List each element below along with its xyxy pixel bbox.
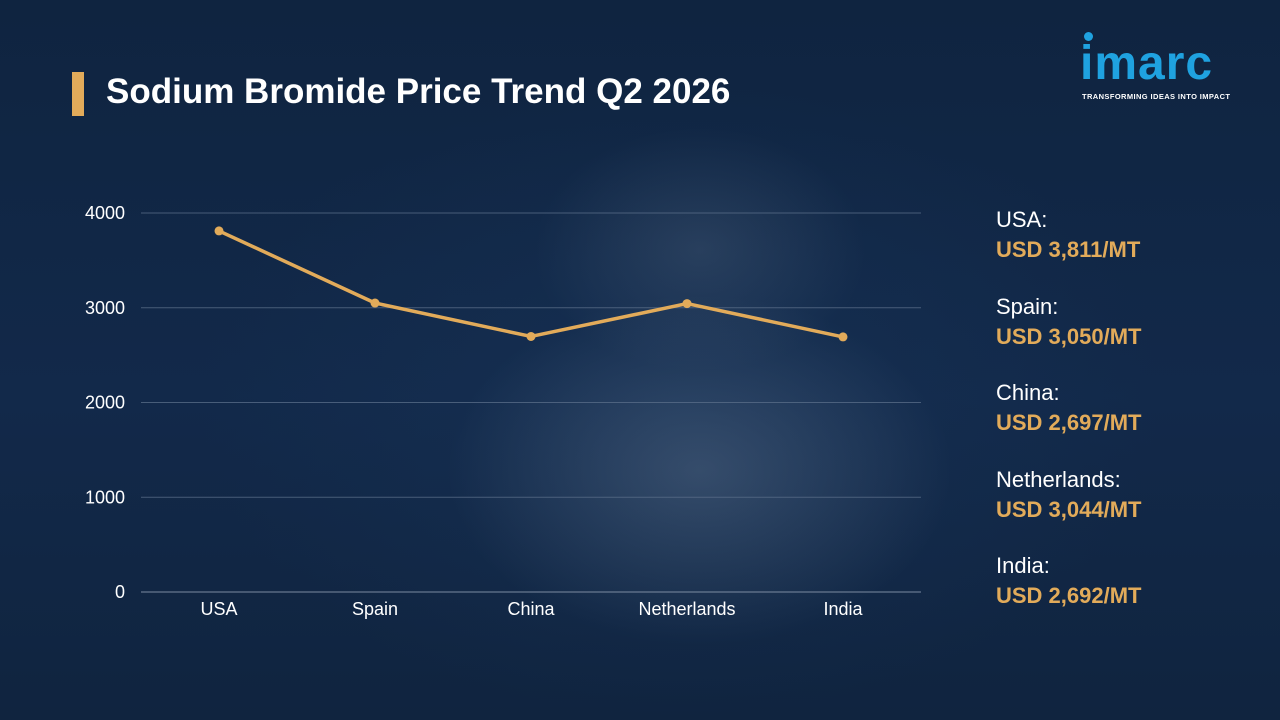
y-tick-label: 3000 bbox=[85, 298, 125, 318]
data-point bbox=[838, 332, 848, 342]
title-accent-bar bbox=[72, 72, 84, 116]
y-tick-label: 0 bbox=[115, 582, 125, 602]
grid-lines bbox=[141, 212, 921, 593]
price-item-netherlands: Netherlands: USD 3,044/MT bbox=[996, 465, 1266, 552]
x-tick-label: USA bbox=[200, 599, 237, 619]
price-item-country: China: bbox=[996, 380, 1060, 405]
y-tick-label: 1000 bbox=[85, 487, 125, 507]
imarc-logo: imarc TRANSFORMING IDEAS INTO IMPACT bbox=[1080, 32, 1250, 104]
x-tick-label: India bbox=[823, 599, 863, 619]
x-axis-ticks: USA Spain China Netherlands India bbox=[200, 599, 863, 619]
data-point bbox=[526, 331, 536, 341]
price-item-value: USD 3,811/MT bbox=[996, 237, 1141, 262]
price-item-country: India: bbox=[996, 553, 1050, 578]
data-point bbox=[682, 299, 692, 309]
x-tick-label: Netherlands bbox=[638, 599, 735, 619]
price-item-india: India: USD 2,692/MT bbox=[996, 551, 1266, 638]
price-list: USA: USD 3,811/MT Spain: USD 3,050/MT Ch… bbox=[996, 205, 1266, 638]
price-item-value: USD 3,050/MT bbox=[996, 323, 1142, 349]
y-tick-label: 4000 bbox=[85, 203, 125, 223]
logo-wordmark: imarc bbox=[1080, 37, 1214, 90]
price-item-country: Spain: bbox=[996, 293, 1059, 319]
logo-dot bbox=[1084, 32, 1093, 41]
series-line bbox=[217, 229, 845, 339]
y-axis-ticks: 0 1000 2000 3000 4000 bbox=[85, 203, 125, 602]
price-item-value: USD 2,697/MT bbox=[996, 410, 1142, 435]
price-item-china: China: USD 2,697/MT bbox=[996, 378, 1266, 465]
price-item-value: USD 3,044/MT bbox=[996, 496, 1142, 522]
price-item-value: USD 2,692/MT bbox=[996, 583, 1142, 608]
logo-tagline: TRANSFORMING IDEAS INTO IMPACT bbox=[1082, 92, 1231, 101]
price-series bbox=[214, 226, 848, 342]
data-point bbox=[214, 226, 224, 236]
price-item-usa: USA: USD 3,811/MT bbox=[996, 205, 1266, 292]
data-point bbox=[370, 298, 380, 308]
price-item-country: USA: bbox=[996, 207, 1048, 232]
x-tick-label: Spain bbox=[352, 599, 398, 619]
page-title: Sodium Bromide Price Trend Q2 2026 bbox=[106, 72, 731, 111]
price-item-spain: Spain: USD 3,050/MT bbox=[996, 292, 1266, 379]
x-tick-label: China bbox=[507, 599, 555, 619]
y-tick-label: 2000 bbox=[85, 393, 125, 413]
price-item-country: Netherlands: bbox=[996, 466, 1121, 492]
